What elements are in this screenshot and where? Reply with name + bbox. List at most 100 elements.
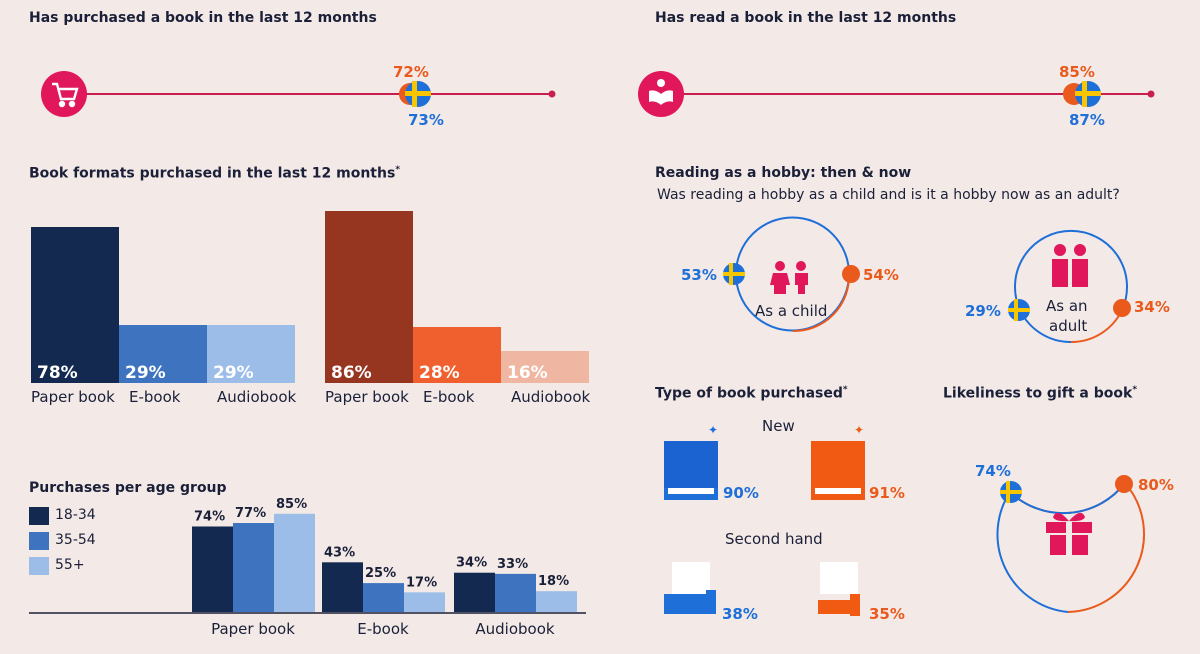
type-second-blue-value: 38% <box>722 605 758 623</box>
age-bar-value-2-2: 18% <box>538 574 569 589</box>
gift-arc-orange <box>1067 482 1145 613</box>
gift-blue-value: 74% <box>975 462 1011 480</box>
age-bar-value-0-1: 77% <box>235 506 266 521</box>
formats-bar-value-1-2: 16% <box>507 363 548 383</box>
read-orange-value: 85% <box>1059 63 1095 81</box>
type-new-blue-value: 90% <box>723 484 759 502</box>
formats-bar-0-2 <box>207 325 295 383</box>
adults-icon <box>1052 244 1088 287</box>
age-bar-value-2-1: 33% <box>497 557 528 572</box>
sweden-flag-icon <box>1008 299 1030 321</box>
purchased-line-end <box>548 90 556 98</box>
age-bar-0-1 <box>233 523 274 612</box>
reader-icon <box>649 79 673 105</box>
cart-icon-badge <box>41 71 87 117</box>
gift-title: Likeliness to gift a book* <box>943 385 1137 402</box>
sweden-flag-icon <box>723 263 745 285</box>
age-category-2: Audiobook <box>475 620 555 638</box>
gift-orange-value: 80% <box>1138 476 1174 494</box>
formats-category-1-1: E-book <box>423 388 475 406</box>
age-bar-value-0-2: 85% <box>276 497 307 512</box>
formats-category-0-1: E-book <box>129 388 181 406</box>
formats-bar-1-0 <box>325 211 413 383</box>
age-bar-0-2 <box>274 513 315 612</box>
formats-title-text: Book formats purchased in the last 12 mo… <box>29 165 396 182</box>
age-bar-value-1-1: 25% <box>365 566 396 581</box>
children-icon <box>770 261 808 294</box>
age-bar-1-0 <box>322 562 363 612</box>
age-bar-0-0 <box>192 526 233 612</box>
sweden-flag-icon <box>1000 481 1022 503</box>
new-book-orange-icon: ✦ <box>811 423 865 500</box>
formats-category-1-2: Audiobook <box>511 388 591 406</box>
svg-text:✦: ✦ <box>854 423 864 437</box>
age-bar-1-2 <box>404 592 445 612</box>
formats-asterisk: * <box>395 165 401 175</box>
formats-bar-value-0-2: 29% <box>213 363 254 383</box>
formats-bar-value-0-1: 29% <box>125 363 166 383</box>
sweden-flag-icon <box>405 81 431 107</box>
hobby-title: Reading as a hobby: then & now <box>655 165 912 181</box>
age-bar-value-2-0: 34% <box>456 556 487 571</box>
type-second-label: Second hand <box>725 530 823 548</box>
age-bar-value-1-0: 43% <box>324 545 355 560</box>
purchased-blue-value: 73% <box>408 111 444 129</box>
gift-arc-blue <box>996 491 1069 613</box>
secondhand-book-orange-icon <box>818 562 860 616</box>
age-bar-2-2 <box>536 591 577 612</box>
purchased-title: Has purchased a book in the last 12 mont… <box>29 10 377 26</box>
age-bar-2-0 <box>454 572 495 612</box>
sweden-flag-icon <box>1075 81 1101 107</box>
type-title: Type of book purchased* <box>655 385 848 402</box>
type-second-orange-value: 35% <box>869 605 905 623</box>
adult-orange-dot <box>1113 299 1131 317</box>
hobby-question: Was reading a hobby as a child and is it… <box>657 187 1120 203</box>
formats-category-0-2: Audiobook <box>217 388 297 406</box>
adult-arc-top <box>1014 229 1128 311</box>
child-arc-blue <box>735 216 850 275</box>
child-orange-dot <box>842 265 860 283</box>
type-new-label: New <box>762 417 795 435</box>
age-category-0: Paper book <box>211 620 295 638</box>
type-new-orange-value: 91% <box>869 484 905 502</box>
legend-swatch-55plus <box>29 557 49 575</box>
formats-bar-1-1 <box>413 327 501 383</box>
legend-label-35-54: 35-54 <box>55 532 96 548</box>
secondhand-book-blue-icon <box>664 562 716 614</box>
read-blue-value: 87% <box>1069 111 1105 129</box>
age-title: Purchases per age group <box>29 480 227 496</box>
formats-bar-0-0 <box>31 227 119 383</box>
adult-orange-value: 34% <box>1134 298 1170 316</box>
child-blue-value: 53% <box>681 266 717 284</box>
formats-category-1-0: Paper book <box>325 388 409 406</box>
age-bar-value-1-2: 17% <box>406 575 437 590</box>
formats-bar-1-2 <box>501 351 589 383</box>
child-orange-value: 54% <box>863 266 899 284</box>
legend-label-55plus: 55+ <box>55 557 85 573</box>
type-asterisk: * <box>842 385 848 395</box>
child-label: As a child <box>755 302 828 320</box>
purchased-orange-value: 72% <box>393 63 429 81</box>
gift-arc-orange-top <box>1009 482 1126 515</box>
child-arc-orange <box>792 273 851 333</box>
adult-label-1: As an <box>1046 297 1088 315</box>
gift-asterisk: * <box>1132 385 1138 395</box>
new-book-blue-icon: ✦ <box>664 423 718 500</box>
formats-bar-value-0-0: 78% <box>37 363 78 383</box>
svg-text:✦: ✦ <box>708 423 718 437</box>
gift-icon <box>1046 512 1092 555</box>
age-bar-value-0-0: 74% <box>194 509 225 524</box>
read-line-end <box>1147 90 1155 98</box>
legend-label-18-34: 18-34 <box>55 507 96 523</box>
legend-swatch-35-54 <box>29 532 49 550</box>
adult-label-2: adult <box>1049 317 1088 335</box>
formats-bar-value-1-1: 28% <box>419 363 460 383</box>
age-bar-1-1 <box>363 583 404 612</box>
formats-bar-0-1 <box>119 325 207 383</box>
